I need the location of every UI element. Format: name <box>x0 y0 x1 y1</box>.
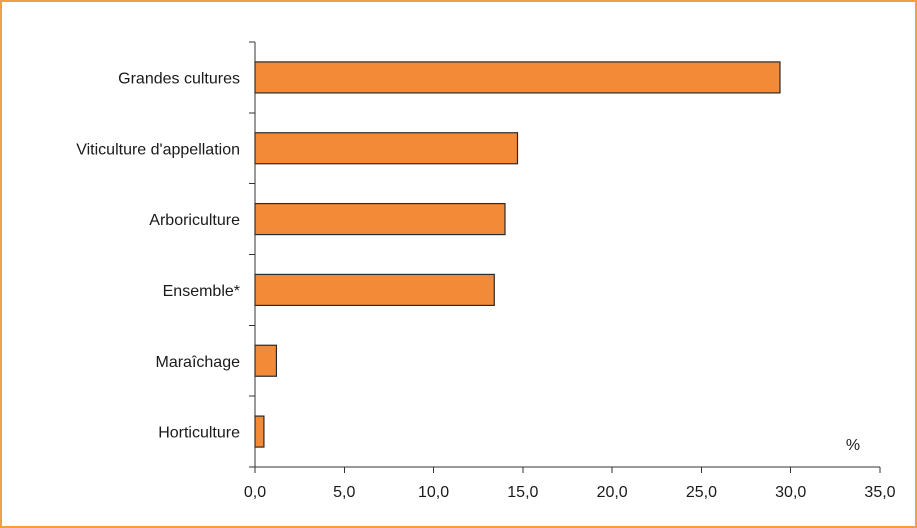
category-label-1: Viticulture d'appellation <box>76 141 240 158</box>
bar-3 <box>254 273 495 307</box>
x-tick-label-7: 35,0 <box>864 484 895 501</box>
bar-5 <box>254 415 265 448</box>
y-axis: Grandes cultures Viticulture d'appellatio… <box>76 41 256 468</box>
x-axis: 0,0 5,0 10,0 15,0 20,0 25,0 30,0 35,0 <box>244 466 896 501</box>
bar-0 <box>254 61 781 94</box>
x-tick-label-0: 0,0 <box>244 484 266 501</box>
category-label-3: Ensemble* <box>163 283 240 300</box>
x-tick-label-5: 25,0 <box>686 484 717 501</box>
x-tick-label-1: 5,0 <box>333 484 355 501</box>
bar-4 <box>254 344 278 377</box>
bar-1 <box>254 132 519 165</box>
x-tick-label-4: 20,0 <box>597 484 628 501</box>
unit-label: % <box>846 437 860 454</box>
bar-2 <box>254 202 506 236</box>
category-label-2: Arboriculture <box>149 212 240 229</box>
x-tick-label-3: 15,0 <box>507 484 538 501</box>
category-label-4: Maraîchage <box>156 354 241 371</box>
category-label-0: Grandes cultures <box>118 70 240 87</box>
x-tick-label-6: 30,0 <box>775 484 806 501</box>
bars-group <box>254 61 781 448</box>
x-tick-label-2: 10,0 <box>418 484 449 501</box>
category-label-5: Horticulture <box>158 425 240 442</box>
